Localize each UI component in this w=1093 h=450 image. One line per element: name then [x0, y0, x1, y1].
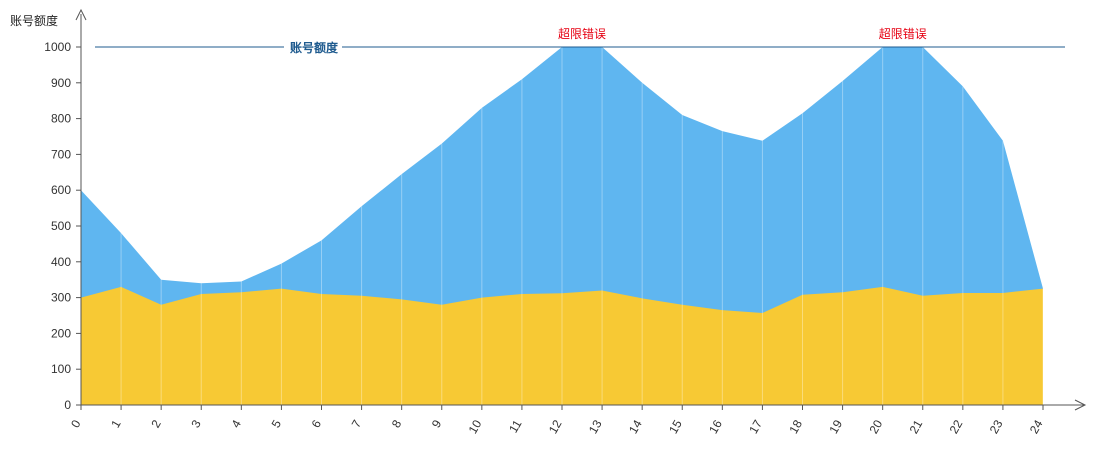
x-tick-label: 12	[546, 417, 565, 436]
x-tick-label: 11	[506, 417, 525, 435]
axes: 账号额度	[10, 8, 1087, 411]
over-limit-annotation: 超限错误	[558, 26, 606, 41]
series-areas	[81, 47, 1043, 405]
x-axis-arrow	[1074, 399, 1087, 411]
y-tick-label: 300	[51, 291, 71, 305]
x-tick-label: 4	[228, 417, 244, 430]
x-tick-label: 22	[947, 417, 966, 436]
x-tick-label: 6	[309, 417, 325, 430]
y-tick-label: 200	[51, 326, 71, 340]
x-gridlines	[80, 47, 1044, 405]
x-tick-label: 1	[108, 417, 124, 430]
over-limit-annotation: 超限错误	[879, 26, 927, 41]
x-tick-label: 3	[188, 417, 204, 430]
y-ticks: 0 100 200 300 400 500 600 700 800 900 1000	[44, 40, 81, 412]
quota-reference-label: 账号额度	[290, 40, 339, 55]
y-tick-label: 800	[51, 112, 71, 126]
x-tick-label: 8	[389, 417, 405, 430]
x-tick-label: 16	[706, 417, 725, 436]
y-tick-label: 900	[51, 76, 71, 90]
x-tick-label: 20	[866, 417, 885, 436]
x-tick-label: 0	[68, 417, 84, 430]
y-tick-label: 100	[51, 362, 71, 376]
y-tick-label: 0	[64, 398, 71, 412]
y-tick-label: 700	[51, 147, 71, 161]
x-tick-label: 24	[1027, 417, 1046, 436]
y-tick-label: 600	[51, 183, 71, 197]
y-axis-label: 账号额度	[10, 13, 58, 28]
x-tick-label: 7	[349, 417, 365, 430]
y-axis-arrow	[75, 8, 87, 21]
x-tick-label: 5	[269, 417, 285, 430]
x-tick-label: 19	[826, 417, 845, 436]
x-tick-label: 10	[466, 417, 485, 436]
series-area-2	[81, 286, 1043, 405]
x-tick-label: 2	[148, 417, 164, 430]
x-tick-label: 21	[907, 417, 926, 436]
quota-label-background	[284, 39, 342, 55]
x-tick-label: 13	[586, 417, 605, 436]
x-tick-label: 18	[786, 417, 805, 436]
x-ticks: 0 1 2 3 4 5 6 7 8 9 10 11 12 13 14 15 16 17 18 19 20 21 22 23 24	[68, 405, 1046, 436]
x-tick-label: 15	[666, 417, 685, 436]
annotations: 账号额度 超限错误 超限错误	[95, 26, 1065, 55]
y-tick-label: 400	[51, 255, 71, 269]
x-tick-label: 9	[429, 417, 445, 430]
y-tick-label: 500	[51, 219, 71, 233]
x-tick-label: 17	[746, 417, 765, 436]
x-tick-label: 14	[626, 417, 645, 436]
y-tick-label: 1000	[44, 40, 71, 54]
x-tick-label: 23	[987, 417, 1006, 436]
